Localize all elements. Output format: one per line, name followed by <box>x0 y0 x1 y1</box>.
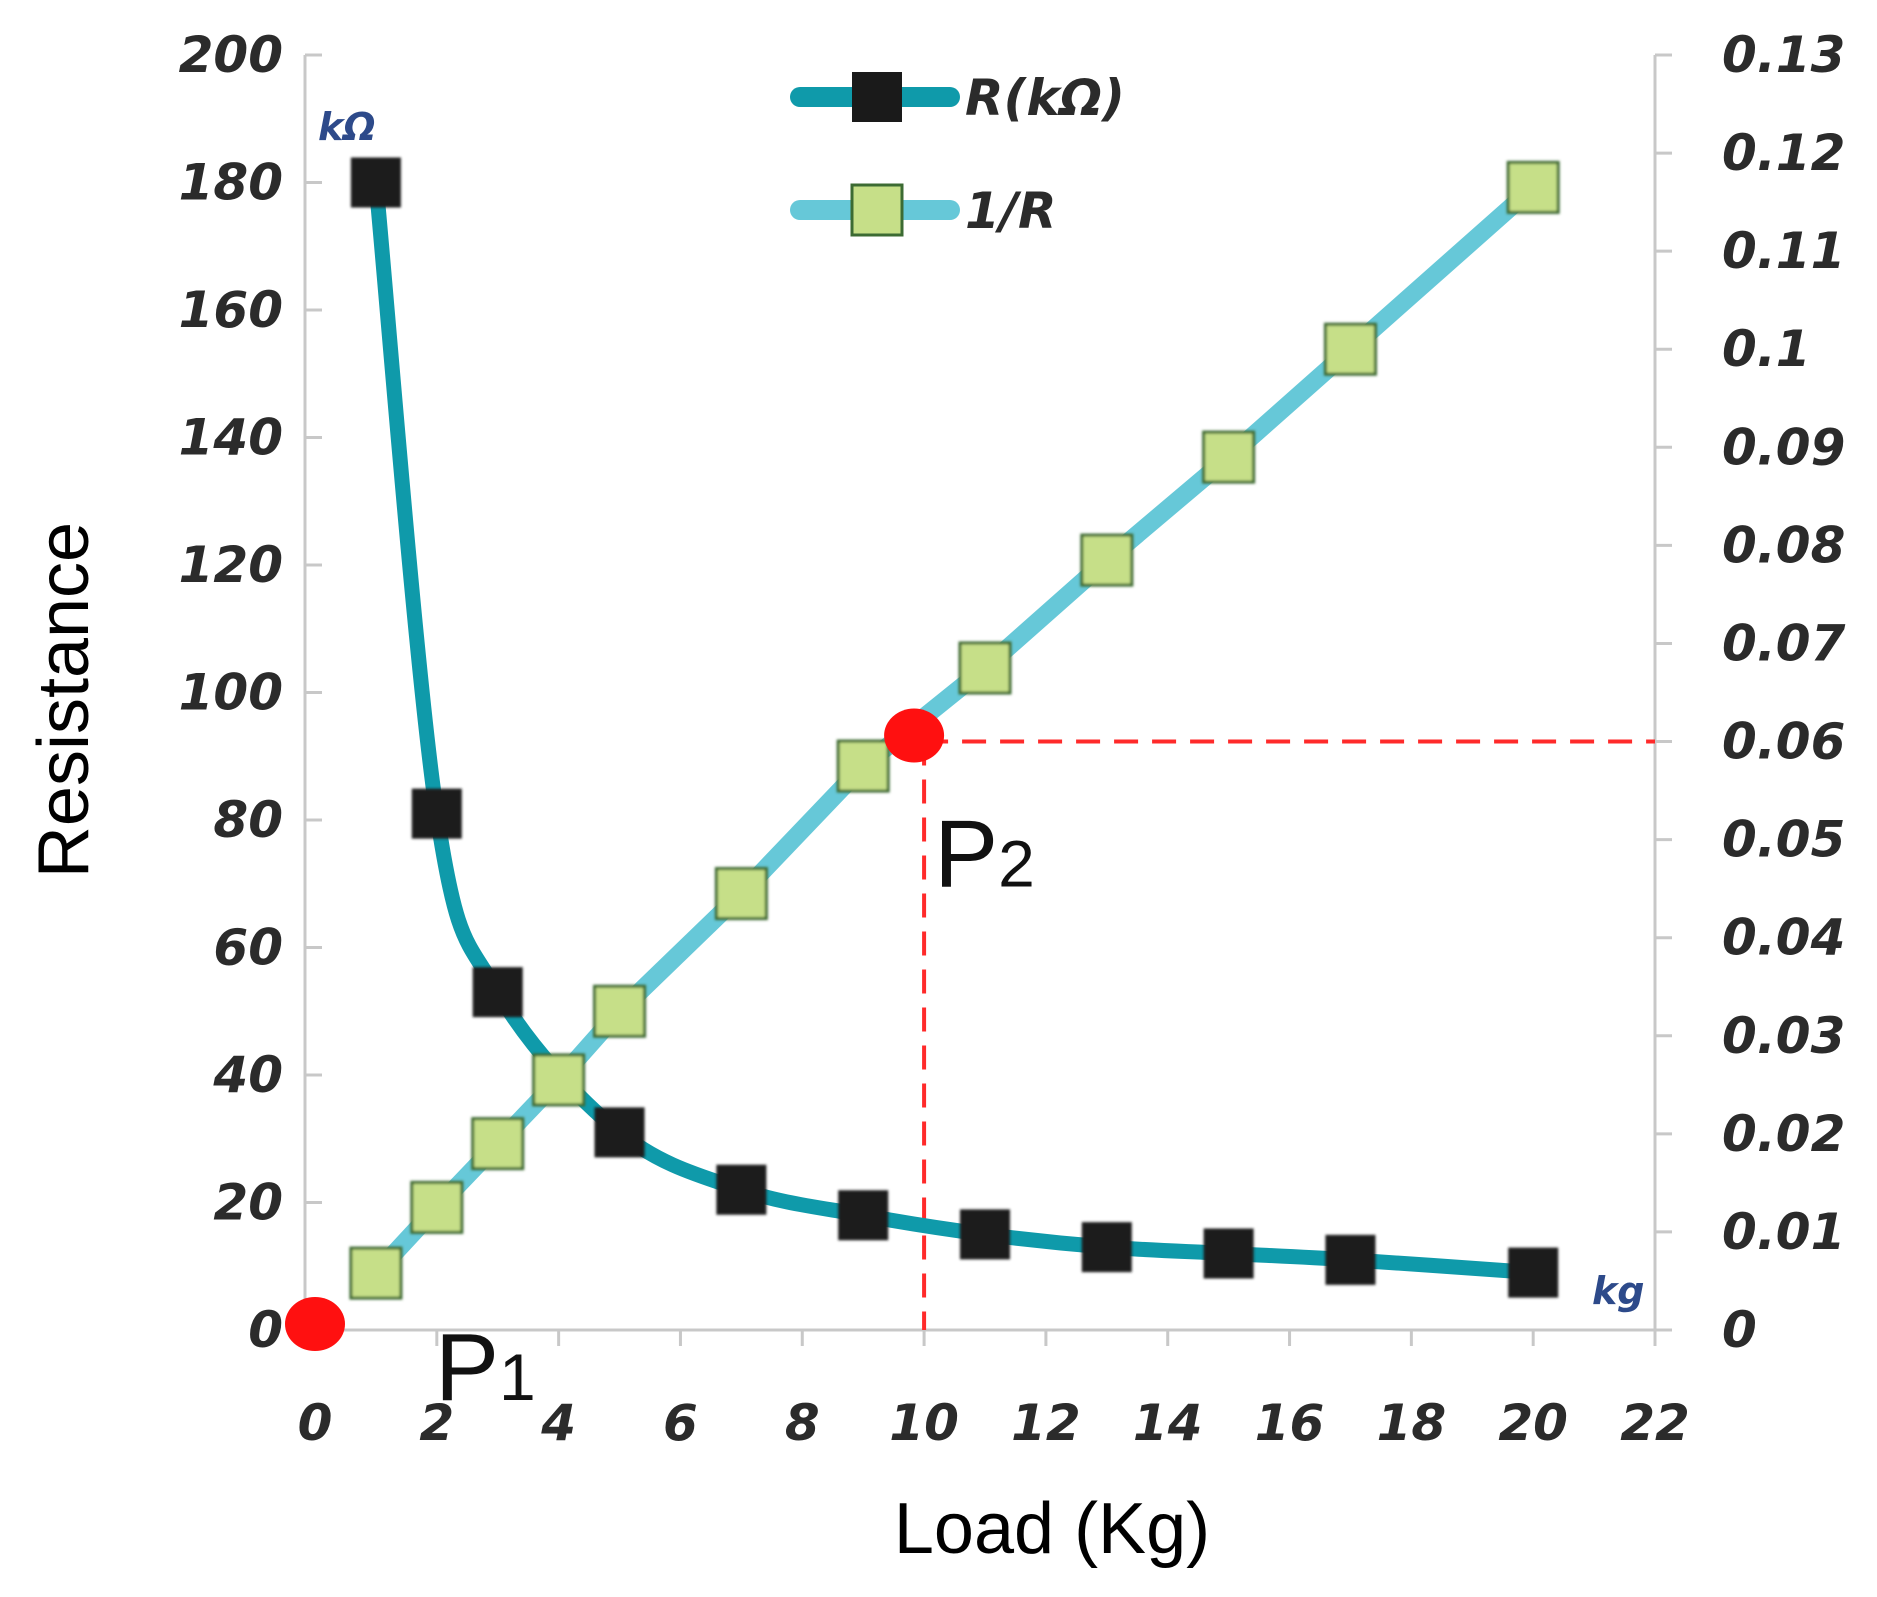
series-inv-r-point <box>958 641 1012 695</box>
series-inv-r-point <box>1506 160 1560 214</box>
x-axis-title: Load (Kg) <box>894 1489 1210 1569</box>
x-tick-label: 18 <box>1377 1394 1447 1452</box>
series-r-point <box>960 1209 1010 1260</box>
left-tick-label: 40 <box>212 1046 283 1104</box>
x-tick-label: 12 <box>1011 1394 1081 1452</box>
right-tick-label: 0.08 <box>1722 516 1845 574</box>
series-inv-r-point <box>714 867 768 921</box>
right-tick-label: 0.04 <box>1722 909 1845 967</box>
right-tick-label: 0.11 <box>1722 222 1845 280</box>
right-y-tick-labels: 0 0.01 0.02 0.03 0.04 0.05 0.06 0.07 0.08 0.09 0.1… <box>1655 26 1846 1359</box>
left-tick-label: 200 <box>179 26 283 84</box>
right-tick-label: 0.06 <box>1722 713 1845 771</box>
p2-guide-lines <box>922 739 1655 1330</box>
x-tick-label: 10 <box>889 1394 959 1452</box>
series-r-point <box>594 1107 645 1158</box>
series-inv-r-point <box>471 1117 525 1171</box>
right-tick-label: 0.13 <box>1722 26 1845 84</box>
x-tick-label: 16 <box>1255 1394 1325 1452</box>
annotations: P1 P2 <box>285 708 1035 1421</box>
x-tick-label: 2 <box>419 1394 454 1452</box>
annotation-point-p1 <box>285 1297 345 1351</box>
series-inv-r-point <box>1202 430 1256 484</box>
legend-label-inv-r: 1/R <box>965 182 1057 240</box>
x-tick-label: 22 <box>1620 1394 1690 1452</box>
series-r-point <box>472 967 523 1018</box>
x-tick-label: 0 <box>298 1394 333 1452</box>
left-tick-label: 120 <box>179 536 283 594</box>
left-tick-label: 0 <box>248 1301 283 1359</box>
series-r-point <box>411 788 462 839</box>
right-tick-label: 0.09 <box>1722 418 1845 476</box>
series-inv-r-point <box>593 984 647 1038</box>
left-unit-label: kΩ <box>318 105 376 149</box>
series-r-point <box>1203 1228 1254 1279</box>
right-tick-label: 0.1 <box>1722 320 1811 378</box>
right-tick-label: 0.12 <box>1722 124 1845 182</box>
right-tick-label: 0.05 <box>1722 811 1845 869</box>
series-r-point <box>350 157 401 208</box>
legend: R(kΩ) 1/R <box>790 69 1125 240</box>
left-tick-label: 60 <box>213 919 283 977</box>
right-tick-label: 0.01 <box>1722 1203 1845 1261</box>
right-tick-label: 0.07 <box>1722 614 1846 672</box>
series-inv-r-point <box>1323 322 1377 376</box>
right-tick-label: 0.03 <box>1722 1007 1845 1065</box>
series-r-point <box>1508 1247 1559 1298</box>
legend-label-r: R(kΩ) <box>965 69 1125 127</box>
series-inv-r-point <box>1080 533 1134 587</box>
legend-marker-r <box>852 72 902 122</box>
left-tick-label: 140 <box>179 409 283 467</box>
left-tick-label: 80 <box>213 791 283 849</box>
series-inv-r-point <box>836 739 890 793</box>
left-tick-label: 160 <box>179 281 283 339</box>
series-r-point <box>1325 1234 1376 1285</box>
x-tick-label: 4 <box>540 1394 576 1452</box>
right-tick-label: 0 <box>1722 1301 1757 1359</box>
y-axis-title: Resistance <box>24 522 104 878</box>
series-r-point <box>716 1164 767 1215</box>
x-tick-label: 14 <box>1133 1394 1203 1452</box>
legend-marker-inv-r <box>850 183 904 237</box>
x-unit-label: kg <box>1592 1269 1644 1313</box>
x-tick-label: 20 <box>1498 1394 1568 1452</box>
series-r-point <box>1081 1222 1132 1273</box>
annotation-label-p1: P1 <box>435 1314 536 1421</box>
right-tick-label: 0.02 <box>1722 1105 1845 1163</box>
x-tick-labels: 0 2 4 6 8 10 12 14 16 18 20 22 <box>298 1330 1690 1452</box>
annotation-label-p2: P2 <box>934 801 1035 908</box>
series-inv-r-point <box>410 1180 464 1234</box>
left-tick-label: 180 <box>179 154 283 212</box>
left-tick-label: 100 <box>179 664 283 722</box>
series-r-point <box>838 1190 889 1241</box>
series-inv-r-point <box>532 1053 586 1107</box>
series-inv-r-point <box>349 1246 403 1300</box>
x-tick-label: 8 <box>785 1394 820 1452</box>
left-tick-label: 20 <box>213 1174 283 1232</box>
x-tick-label: 6 <box>663 1394 698 1452</box>
annotation-point-p2 <box>884 708 945 763</box>
series-area <box>349 157 1560 1300</box>
left-y-tick-labels: 0 20 40 60 80 100 120 140 160 180 200 <box>179 26 322 1359</box>
